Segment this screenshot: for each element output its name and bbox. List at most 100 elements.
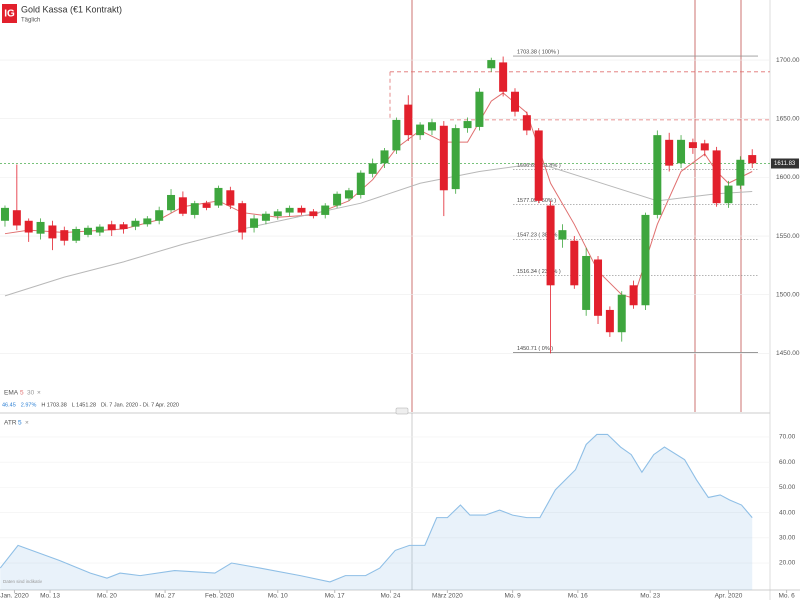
y-tick-label: 60.00: [779, 459, 796, 466]
candle-body: [273, 211, 282, 217]
candle-body: [439, 125, 448, 191]
candle-body: [297, 207, 306, 213]
candle-body: [665, 139, 674, 166]
legend-name: EMA: [4, 390, 19, 397]
y-tick-label: 1600.00: [776, 174, 800, 181]
fib-label: 1547.23 ( 38.2% ): [517, 233, 561, 239]
candle-body: [321, 205, 330, 215]
y-tick-label: 1550.00: [776, 233, 800, 240]
candle-body: [0, 207, 9, 221]
y-tick-label: 20.00: [779, 560, 796, 567]
x-tick-label: März 2020: [432, 593, 463, 600]
candle-body: [570, 240, 579, 286]
candle-body: [60, 230, 69, 241]
x-tick-label: Mo. 23: [640, 593, 660, 600]
candle-body: [475, 91, 484, 127]
candle-body: [48, 225, 57, 239]
candle-body: [214, 187, 223, 206]
x-tick-label: Mo. 6: [778, 593, 795, 600]
candle-body: [380, 150, 389, 164]
candle-body: [404, 104, 413, 136]
atr-name: ATR: [4, 420, 17, 427]
legend-info: 46.45: [2, 402, 16, 408]
candle-body: [582, 255, 591, 310]
y-tick-label: 1450.00: [776, 350, 800, 357]
x-tick-label: Mo. 13: [40, 593, 60, 600]
panel-resize-handle[interactable]: [395, 407, 409, 415]
fib-label: 1516.34 ( 23.6% ): [517, 269, 561, 275]
y-tick-label: 1650.00: [776, 115, 800, 122]
last-price-box: [771, 158, 799, 169]
candle-body: [677, 139, 686, 164]
candle-body: [155, 210, 164, 221]
candle-body: [416, 124, 425, 136]
candle-body: [558, 230, 567, 240]
y-tick-label: 1700.00: [776, 57, 800, 64]
candle-body: [72, 228, 81, 241]
y-tick-label: 40.00: [779, 509, 796, 516]
candle-body: [499, 62, 508, 92]
legend-info: Di. 7 Jan. 2020 - Di. 7 Apr. 2020: [101, 402, 179, 408]
candle-body: [202, 203, 211, 208]
candle-body: [736, 159, 745, 186]
instrument-title: Gold Kassa (€1 Kontrakt): [21, 4, 122, 14]
candle-body: [250, 218, 259, 228]
candle-body: [688, 142, 697, 149]
candle-body: [712, 150, 721, 204]
atr-param: 5: [18, 420, 22, 427]
x-tick-label: Mo. 20: [97, 593, 117, 600]
candle-body: [285, 207, 294, 213]
fib-label: 1703.38 ( 100% ): [517, 50, 559, 56]
candle-body: [451, 128, 460, 190]
candle-body: [487, 60, 496, 69]
ema-line: [4, 162, 753, 297]
candle-body: [190, 203, 199, 215]
last-price-label: 1611.83: [774, 161, 796, 167]
candle-body: [344, 190, 353, 199]
candle-body: [748, 155, 757, 164]
candle-body: [617, 294, 626, 333]
candle-body: [534, 130, 543, 201]
fib-label: 1450.71 ( 0% ): [517, 346, 553, 352]
candle-body: [167, 194, 176, 211]
candle-body: [368, 163, 377, 174]
candle-body: [333, 193, 342, 206]
candle-body: [309, 211, 318, 217]
candle-body: [700, 143, 709, 151]
candle-body: [107, 224, 116, 231]
y-tick-label: 70.00: [779, 434, 796, 441]
y-tick-label: 30.00: [779, 535, 796, 542]
atr-line: [0, 433, 753, 583]
x-tick-label: Mo. 24: [381, 593, 401, 600]
x-tick-label: Mo. 16: [568, 593, 588, 600]
x-tick-label: Mo. 17: [325, 593, 345, 600]
candle-body: [24, 220, 33, 233]
candle-body: [84, 227, 93, 235]
interval: Täglich: [21, 18, 40, 24]
x-tick-label: Apr. 2020: [715, 593, 743, 600]
x-tick-label: Mo. 10: [268, 593, 288, 600]
x-tick-label: Feb. 2020: [205, 593, 235, 600]
candle-body: [629, 285, 638, 306]
legend-close: ×: [37, 390, 41, 397]
candle-body: [605, 309, 614, 333]
candle-body: [641, 214, 650, 306]
candle-body: [226, 190, 235, 206]
candle-body: [463, 121, 472, 129]
atr-area: [0, 434, 753, 590]
legend-info: 2.97%: [21, 402, 37, 408]
candle-body: [594, 259, 603, 316]
candle-body: [12, 210, 21, 226]
candle-body: [143, 218, 152, 225]
candle-body: [724, 185, 733, 204]
logo: [2, 4, 17, 23]
atr-close: ×: [25, 420, 29, 427]
candle-body: [510, 91, 519, 112]
candle-body: [261, 213, 270, 221]
disclaimer: Daten sind indikativ: [3, 579, 43, 584]
candle-body: [36, 221, 45, 234]
candle-body: [238, 203, 247, 233]
x-tick-label: Mo. 27: [155, 593, 175, 600]
